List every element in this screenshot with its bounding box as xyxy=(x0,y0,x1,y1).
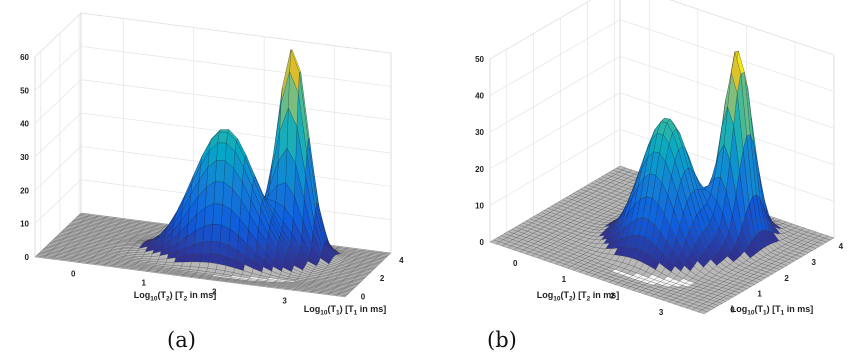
plot-a-surface-cell xyxy=(124,244,135,247)
plot-a-surface-cell xyxy=(157,258,168,263)
plot-a-surface-cell xyxy=(200,253,211,263)
plot-b-ztick-label: 50 xyxy=(475,55,484,64)
plot-a-xtick-label: 1 xyxy=(142,279,147,288)
plot-b-xtick-label: 3 xyxy=(659,308,664,317)
plot-a-xtick-label: 2 xyxy=(212,288,217,297)
plot-a-surface-cell xyxy=(209,240,221,255)
plot-b-ytick-label: 3 xyxy=(812,258,817,267)
plot-a-surface xyxy=(34,49,392,298)
plot-a-ytick-label: 2 xyxy=(380,274,385,283)
plot-b-ytick-label: 0 xyxy=(730,306,735,315)
plot-a-ztick-label: 50 xyxy=(20,86,29,95)
plot-a-ztick-label: 10 xyxy=(20,220,29,229)
plot-a-ztick-label: 60 xyxy=(20,53,29,62)
plot-a-surface-cell xyxy=(218,129,230,133)
plot-a-surface-cell xyxy=(198,261,209,269)
plot-a-ylabel: Log10(T1) [T1 in ms] xyxy=(304,304,387,317)
plot-b-ztick-label: 0 xyxy=(480,238,485,247)
plot-a-ztick-label: 0 xyxy=(25,253,30,262)
plot-b-xtick-label: 0 xyxy=(513,259,518,268)
plot-b-ztick-label: 10 xyxy=(475,201,484,210)
plot-b-ztick-label: 40 xyxy=(475,92,484,101)
plot-b-ytick-label: 4 xyxy=(839,242,844,251)
plot-a-surface-cell xyxy=(208,253,219,264)
plot-a-xtick-label: 3 xyxy=(282,297,287,306)
plot-a-surface-cell xyxy=(217,131,228,144)
plot-b-ytick-label: 2 xyxy=(784,274,789,283)
plot-a-xlabel: Log10(T2) [T2 in ms] xyxy=(134,290,217,303)
plot-b-xlabel: Log10(T2) [T2 in ms] xyxy=(537,290,620,303)
plot-a-ytick-label: 4 xyxy=(399,256,404,265)
surface-plot-b: 0 10 20 30 40 50 0 1 2 3 0 1 2 3 4 Log10(T2) [T2 in ms]… xyxy=(430,0,847,358)
plot-a-xtick-label: 0 xyxy=(71,269,76,278)
plot-a-surface-cell xyxy=(34,255,46,259)
plot-a-surface-cell xyxy=(181,261,192,267)
plot-a-ztick-label: 40 xyxy=(20,120,29,129)
plot-a-ztick-label: 30 xyxy=(20,153,29,162)
plot-a-surface-cell xyxy=(215,160,226,183)
plot-a-surface-cell xyxy=(202,223,213,243)
plot-a-surface-cell xyxy=(213,181,224,205)
plot-a-surface-cell xyxy=(212,203,223,226)
plot-a-surface-cell xyxy=(125,243,136,245)
plot-b-surface xyxy=(489,50,835,315)
plot-a-surface-cell xyxy=(201,240,212,254)
plot-b-surface-cell xyxy=(489,239,500,245)
plot-b-xtick-label: 2 xyxy=(610,292,615,301)
plot-b-ylabel: Log10(T1) [T1 in ms] xyxy=(731,304,814,317)
caption-b: (b) xyxy=(487,328,517,352)
plot-b-xtick-label: 1 xyxy=(562,275,567,284)
plot-b-ztick-label: 30 xyxy=(475,128,484,137)
plot-b-ytick-label: 1 xyxy=(757,290,762,299)
plot-a-ztick-label: 20 xyxy=(20,186,29,195)
plot-b-ztick-label: 20 xyxy=(475,165,484,174)
plot-a-zgrid xyxy=(34,12,392,58)
plot-a-surface-cell xyxy=(191,253,202,263)
surface-plot-a: 0 10 20 30 40 50 60 0 1 2 3 0 2 4 Log10(T2) [T2 in ms]… xyxy=(0,0,420,358)
caption-a: (a) xyxy=(167,328,196,352)
plot-a-surface-cell xyxy=(211,223,222,243)
plot-a-surface-cell xyxy=(190,261,201,268)
plot-a-ytick-label: 0 xyxy=(361,293,366,302)
plot-a-surface-cell xyxy=(216,142,227,161)
